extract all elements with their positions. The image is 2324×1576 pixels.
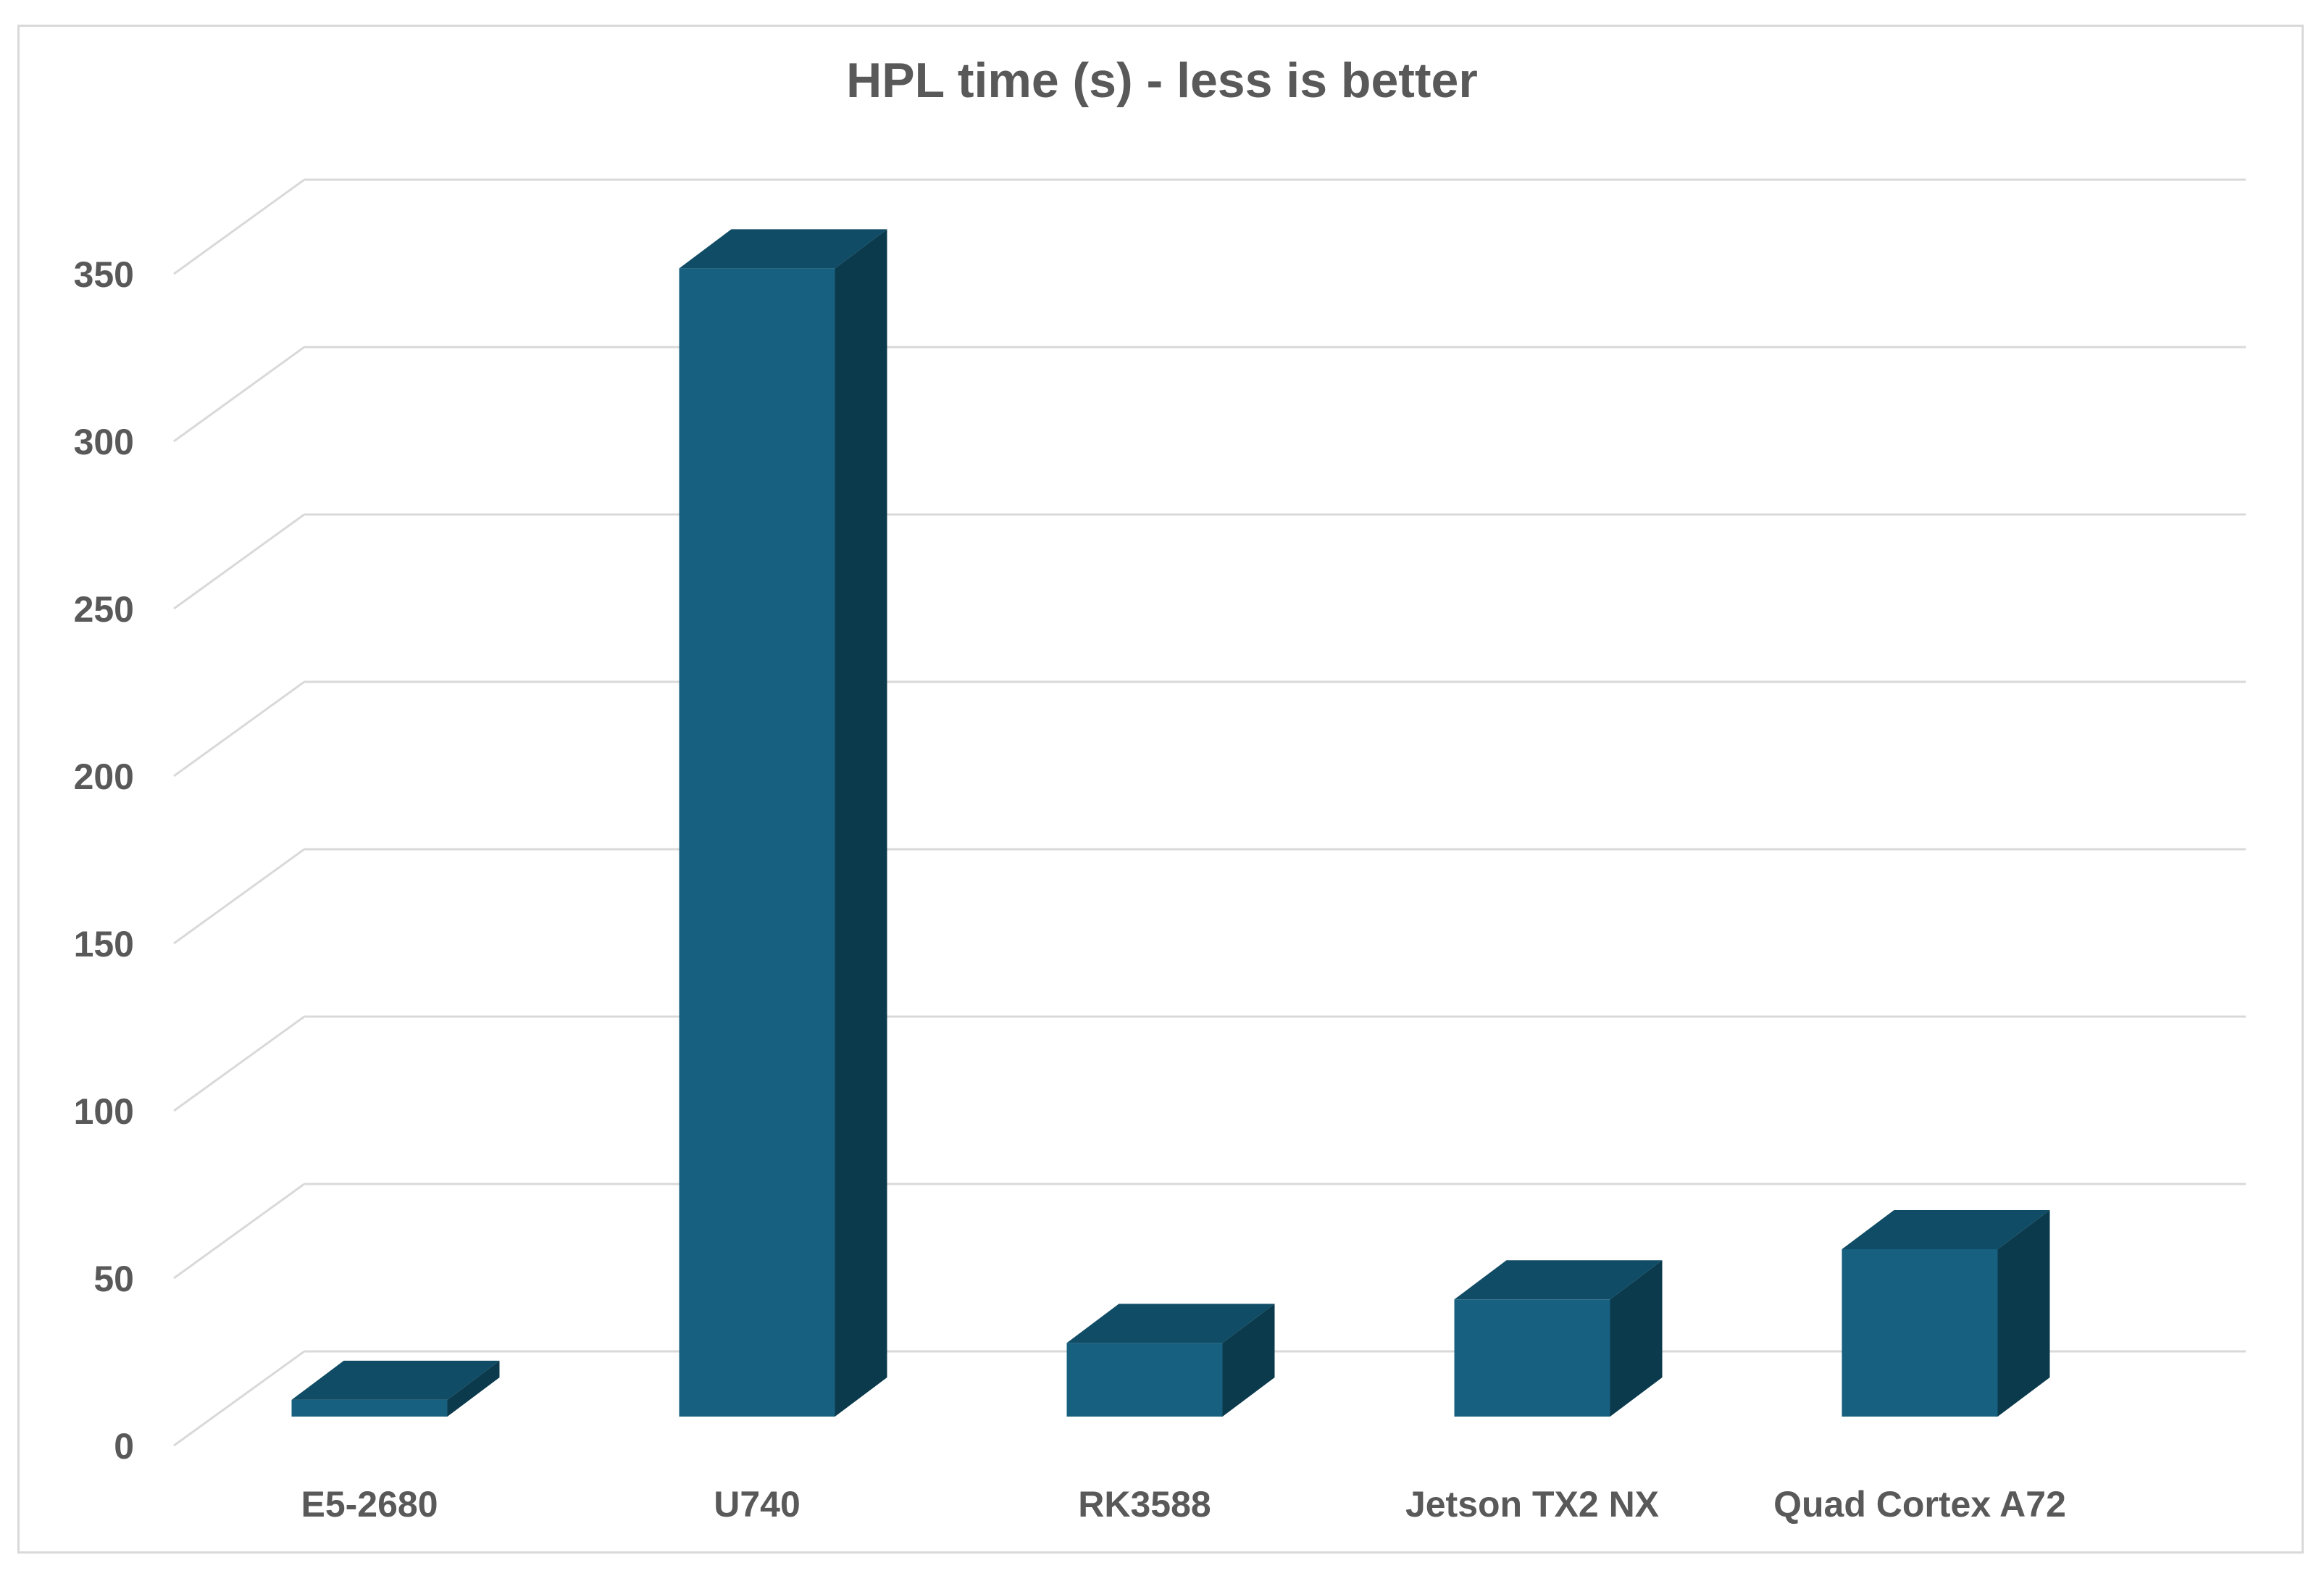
gridline-diagonal <box>173 178 305 275</box>
bar-side <box>1997 1210 2050 1417</box>
bars <box>291 229 2050 1417</box>
gridline-diagonal <box>173 1015 305 1112</box>
chart-title: HPL time (s) - less is better <box>846 53 1478 108</box>
bar <box>291 1360 500 1417</box>
bar-top <box>1842 1210 2050 1249</box>
bar-front <box>679 268 835 1417</box>
bar-front <box>1066 1343 1223 1417</box>
gridline-diagonal <box>173 513 305 610</box>
bar-top <box>291 1360 500 1400</box>
bar-side <box>835 229 887 1417</box>
bar-side <box>1222 1304 1275 1417</box>
x-category-label: RK3588 <box>1078 1484 1211 1525</box>
bar-front <box>291 1399 448 1417</box>
x-category-label: U740 <box>714 1484 801 1525</box>
y-axis-ticks: 0 50 100 150 200 250 300 350 <box>74 254 134 1467</box>
bar-side <box>1610 1260 1663 1417</box>
x-axis-categories: E5-2680 U740 RK3588 Jetson TX2 NX Quad Corte… <box>301 1484 2065 1525</box>
bar-top <box>1454 1260 1663 1300</box>
bar-front <box>1842 1249 1998 1417</box>
gridline-diagonal <box>173 848 305 945</box>
gridlines <box>173 178 2246 1447</box>
y-tick-label: 350 <box>74 254 134 295</box>
y-tick-label: 100 <box>74 1091 134 1132</box>
gridline-diagonal <box>173 1350 305 1447</box>
y-tick-label: 250 <box>74 589 134 630</box>
bar <box>679 229 887 1417</box>
bar <box>1842 1210 2050 1417</box>
gridline-diagonal <box>173 1183 305 1280</box>
bar-front <box>1454 1299 1610 1417</box>
y-tick-label: 300 <box>74 422 134 462</box>
y-tick-label: 200 <box>74 756 134 797</box>
y-tick-label: 50 <box>93 1259 134 1299</box>
gridline-diagonal <box>173 680 305 777</box>
x-category-label: Jetson TX2 NX <box>1405 1484 1659 1525</box>
x-category-label: E5-2680 <box>301 1484 438 1525</box>
bar-top <box>1066 1304 1275 1343</box>
bar <box>1454 1260 1663 1417</box>
bar-side <box>447 1360 500 1417</box>
bar <box>1066 1304 1275 1417</box>
bar-top <box>679 229 887 269</box>
gridline-diagonal <box>173 346 305 443</box>
y-tick-label: 0 <box>114 1426 134 1467</box>
y-tick-label: 150 <box>74 924 134 964</box>
x-category-label: Quad Cortex A72 <box>1773 1484 2066 1525</box>
